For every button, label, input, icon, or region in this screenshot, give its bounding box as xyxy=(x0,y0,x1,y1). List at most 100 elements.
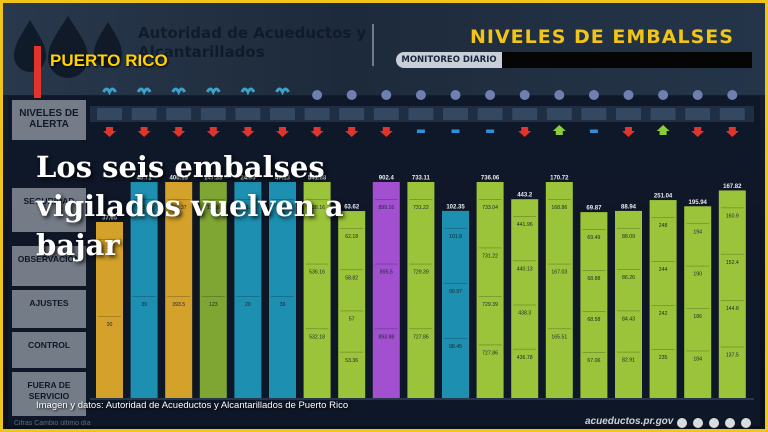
data-label: 63.62 xyxy=(344,205,360,211)
website-link[interactable]: acueductos.pr.gov xyxy=(585,416,674,427)
threshold-line xyxy=(374,328,398,330)
reservoir-name-tag xyxy=(650,108,676,120)
data-label: 167.82 xyxy=(723,184,742,190)
thermometer-icon xyxy=(623,90,634,100)
threshold-label: 152.4 xyxy=(726,260,739,266)
baseline xyxy=(90,398,754,400)
data-label: 102.35 xyxy=(446,204,465,210)
trend-up-icon xyxy=(552,125,566,135)
data-label: 47.13 xyxy=(275,176,291,182)
data-label: 251.04 xyxy=(654,194,673,200)
threshold-label: 396.37 xyxy=(171,205,187,211)
alert-level-label: FUERA DE SERVICIO xyxy=(12,372,86,416)
bar xyxy=(269,182,296,398)
threshold-label: 139.6 xyxy=(207,205,220,211)
trend-down-icon xyxy=(345,127,359,137)
reservoir-name-tag xyxy=(131,108,157,120)
threshold-label: 440.13 xyxy=(517,266,533,272)
facebook-icon[interactable] xyxy=(677,418,687,428)
threshold-label: 190 xyxy=(693,272,702,278)
threshold-label: 68.58 xyxy=(587,317,600,323)
data-label: 195.94 xyxy=(689,200,708,206)
whatsapp-icon[interactable] xyxy=(741,418,751,428)
youtube-icon[interactable] xyxy=(725,418,735,428)
threshold-label: 538.16 xyxy=(309,205,325,211)
social-icons xyxy=(677,418,751,428)
reservoir-name-tag xyxy=(512,108,538,120)
bar xyxy=(615,210,642,398)
threshold-label: 53.36 xyxy=(345,358,358,364)
reservoir-name-tag xyxy=(373,108,399,120)
threshold-label: 39 xyxy=(280,302,286,308)
threshold-label: 248 xyxy=(659,223,668,229)
threshold-line xyxy=(513,260,537,262)
bar xyxy=(338,211,366,398)
threshold-label: 727.86 xyxy=(413,334,429,340)
threshold-label: 242 xyxy=(659,311,668,317)
thermometer-icon xyxy=(588,90,599,100)
threshold-line xyxy=(582,311,606,312)
threshold-line xyxy=(547,199,571,200)
threshold-label: 733.04 xyxy=(482,205,498,211)
reservoir-name-tag xyxy=(546,108,572,120)
threshold-label: 137.5 xyxy=(726,353,739,359)
threshold-label: 82.91 xyxy=(622,358,635,364)
threshold-label: 167.03 xyxy=(551,270,567,276)
threshold-label: 727.86 xyxy=(482,351,498,357)
threshold-line xyxy=(340,310,364,312)
thermometer-icon xyxy=(658,90,669,100)
threshold-label: 22.2 xyxy=(243,205,253,211)
threshold-label: 44.5 xyxy=(277,205,287,211)
threshold-line xyxy=(236,199,260,200)
alert-level-label: NIVELES DE ALERTA xyxy=(12,100,86,140)
bar xyxy=(199,182,227,398)
reservoir-name-tag xyxy=(200,108,226,120)
thermometer-icon xyxy=(554,90,565,100)
wave-icon xyxy=(275,87,290,96)
page-title: NIVELES DE EMBALSES xyxy=(470,26,734,48)
threshold-label: 123 xyxy=(209,302,218,308)
trend-down-icon xyxy=(276,127,289,137)
x-icon[interactable] xyxy=(693,418,703,428)
threshold-line xyxy=(374,199,398,200)
threshold-line xyxy=(617,227,640,229)
bar xyxy=(718,190,746,398)
threshold-label: 731.22 xyxy=(482,254,498,260)
bar xyxy=(130,182,158,398)
alert-level-label: SEGURIDAD xyxy=(12,188,86,232)
image-credit: Imagen y datos: Autoridad de Acueductos … xyxy=(36,400,349,411)
data-label: 170.72 xyxy=(550,176,569,182)
trend-down-icon xyxy=(103,127,116,137)
threshold-line xyxy=(582,270,606,271)
threshold-label: 58.82 xyxy=(345,275,358,281)
threshold-label: 86.26 xyxy=(622,275,635,281)
wave-icon xyxy=(205,87,221,96)
thermometer-icon xyxy=(346,90,357,100)
data-label: 24.95 xyxy=(240,176,256,182)
reservoir-name-tag xyxy=(235,108,261,120)
data-label: 45.71 xyxy=(137,176,153,182)
threshold-label: 101.8 xyxy=(449,234,462,240)
wave-icon xyxy=(136,87,152,96)
reservoir-name-tag xyxy=(339,108,365,120)
threshold-line xyxy=(720,300,744,302)
threshold-line xyxy=(340,228,364,229)
instagram-icon[interactable] xyxy=(709,418,719,428)
trend-down-icon xyxy=(691,127,705,137)
threshold-label: 62.18 xyxy=(345,234,358,240)
threshold-label: 436.78 xyxy=(517,355,533,361)
thermometer-icon xyxy=(519,90,530,100)
threshold-label: 731.22 xyxy=(413,205,429,211)
threshold-line xyxy=(305,199,329,200)
bar xyxy=(303,182,331,398)
redaction-bar xyxy=(502,52,752,68)
threshold-line xyxy=(236,296,260,297)
reservoir-name-tag xyxy=(304,108,330,120)
thermometer-icon xyxy=(692,90,703,100)
threshold-label: 99.97 xyxy=(449,289,462,295)
trend-down-icon xyxy=(379,127,393,137)
threshold-line xyxy=(167,199,191,200)
reservoir-name-tag xyxy=(685,108,711,120)
trend-down-icon xyxy=(518,127,532,137)
